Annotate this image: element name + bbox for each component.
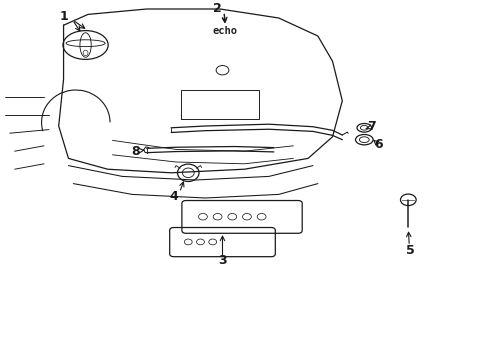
Text: 5: 5 bbox=[406, 244, 414, 257]
Text: 6: 6 bbox=[374, 138, 383, 151]
Text: echo: echo bbox=[212, 26, 237, 36]
Text: 1: 1 bbox=[59, 10, 68, 23]
Text: 4: 4 bbox=[169, 190, 178, 203]
Text: 7: 7 bbox=[366, 120, 375, 133]
Text: 3: 3 bbox=[218, 255, 226, 267]
Text: 2: 2 bbox=[213, 3, 222, 15]
Text: 8: 8 bbox=[131, 145, 140, 158]
